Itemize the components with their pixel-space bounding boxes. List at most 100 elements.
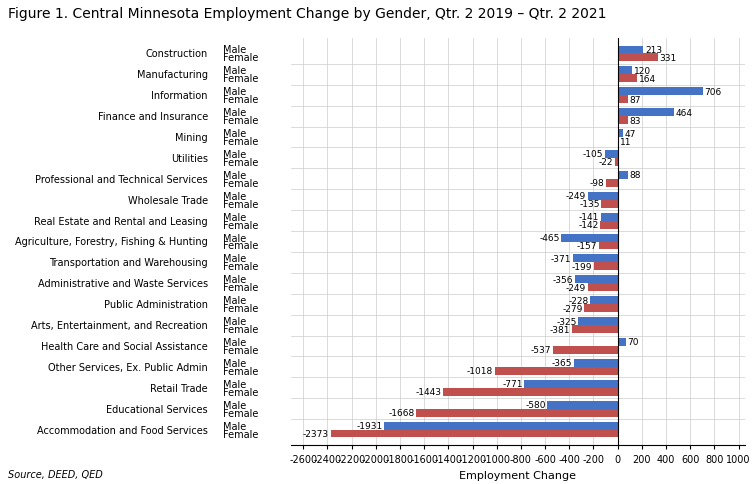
Text: Accommodation and Food Services: Accommodation and Food Services	[37, 424, 208, 435]
Bar	[618, 138, 619, 146]
Text: -249: -249	[565, 283, 586, 292]
Text: 120: 120	[634, 67, 651, 76]
Text: -142: -142	[579, 221, 599, 229]
Text: Manufacturing: Manufacturing	[137, 70, 208, 80]
Text: -135: -135	[579, 200, 600, 209]
Text: Retail Trade: Retail Trade	[150, 383, 208, 393]
Bar	[618, 109, 674, 117]
Bar	[600, 221, 618, 229]
Text: -199: -199	[572, 262, 592, 272]
X-axis label: Employment Change: Employment Change	[460, 470, 576, 480]
Text: Male: Male	[223, 150, 246, 160]
Text: Male: Male	[223, 296, 246, 305]
Text: 331: 331	[659, 54, 677, 63]
Text: Public Administration: Public Administration	[104, 300, 208, 310]
Bar	[587, 284, 618, 292]
Text: -381: -381	[550, 325, 570, 334]
Bar	[593, 263, 618, 271]
Text: Information: Information	[151, 91, 208, 101]
Text: Female: Female	[223, 220, 259, 230]
Text: Male: Male	[223, 317, 246, 326]
Text: Male: Male	[223, 45, 246, 55]
Text: 11: 11	[621, 137, 632, 146]
Text: -1931: -1931	[356, 421, 383, 430]
Bar	[618, 117, 627, 125]
Text: Female: Female	[223, 179, 259, 188]
Text: Male: Male	[223, 233, 246, 243]
Text: -105: -105	[583, 150, 603, 159]
Bar	[618, 46, 643, 54]
Text: Female: Female	[223, 303, 259, 314]
Text: Male: Male	[223, 108, 246, 118]
Bar	[330, 430, 618, 438]
Bar	[587, 192, 618, 200]
Bar	[618, 67, 632, 75]
Bar	[525, 380, 618, 388]
Text: 164: 164	[639, 75, 656, 84]
Text: 83: 83	[629, 116, 640, 125]
Text: -537: -537	[531, 346, 551, 355]
Text: 87: 87	[630, 95, 641, 105]
Text: -157: -157	[577, 242, 597, 250]
Text: Male: Male	[223, 275, 246, 285]
Text: Female: Female	[223, 345, 259, 355]
Text: Female: Female	[223, 95, 259, 105]
Bar	[578, 318, 618, 325]
Bar	[590, 297, 618, 304]
Text: Real Estate and Rental and Leasing: Real Estate and Rental and Leasing	[34, 216, 208, 226]
Text: Male: Male	[223, 66, 246, 76]
Text: Female: Female	[223, 408, 259, 418]
Text: Male: Male	[223, 212, 246, 222]
Text: Female: Female	[223, 387, 259, 397]
Bar	[618, 96, 628, 104]
Text: Male: Male	[223, 379, 246, 389]
Text: Male: Male	[223, 170, 246, 181]
Text: 88: 88	[630, 171, 641, 180]
Text: -279: -279	[562, 304, 582, 313]
Text: -1018: -1018	[466, 366, 493, 376]
Bar	[600, 213, 618, 221]
Text: -22: -22	[599, 158, 614, 167]
Text: Transportation and Warehousing: Transportation and Warehousing	[49, 258, 208, 268]
Bar	[615, 159, 618, 166]
Text: Agriculture, Forestry, Fishing & Hunting: Agriculture, Forestry, Fishing & Hunting	[15, 237, 208, 247]
Text: Source, DEED, QED: Source, DEED, QED	[8, 469, 102, 479]
Bar	[562, 234, 618, 242]
Text: 464: 464	[675, 108, 692, 118]
Text: Finance and Insurance: Finance and Insurance	[98, 112, 208, 122]
Text: Professional and Technical Services: Professional and Technical Services	[36, 174, 208, 184]
Bar	[601, 200, 618, 208]
Bar	[618, 75, 637, 83]
Text: -228: -228	[569, 296, 589, 305]
Text: Male: Male	[223, 254, 246, 264]
Text: Construction: Construction	[146, 49, 208, 60]
Text: Female: Female	[223, 283, 259, 293]
Text: Female: Female	[223, 241, 259, 251]
Text: Female: Female	[223, 199, 259, 209]
Bar	[584, 304, 618, 313]
Text: 213: 213	[645, 46, 662, 55]
Text: Wholesale Trade: Wholesale Trade	[128, 196, 208, 205]
Bar	[618, 338, 626, 346]
Text: Mining: Mining	[175, 133, 208, 143]
Text: Administrative and Waste Services: Administrative and Waste Services	[38, 279, 208, 288]
Text: Utilities: Utilities	[171, 153, 208, 164]
Bar	[575, 276, 618, 284]
Text: -325: -325	[556, 317, 577, 326]
Text: -141: -141	[579, 212, 600, 222]
Text: Male: Male	[223, 400, 246, 410]
Text: Male: Male	[223, 191, 246, 201]
Text: Female: Female	[223, 366, 259, 376]
Bar	[618, 88, 703, 96]
Text: Male: Male	[223, 421, 246, 431]
Text: Male: Male	[223, 358, 246, 368]
Text: -465: -465	[540, 234, 560, 242]
Text: -365: -365	[552, 359, 572, 368]
Text: -771: -771	[503, 379, 523, 389]
Text: Female: Female	[223, 324, 259, 334]
Text: -98: -98	[590, 179, 604, 188]
Bar	[384, 422, 618, 430]
Text: 47: 47	[624, 129, 636, 138]
Text: -580: -580	[525, 400, 546, 409]
Bar	[416, 409, 618, 417]
